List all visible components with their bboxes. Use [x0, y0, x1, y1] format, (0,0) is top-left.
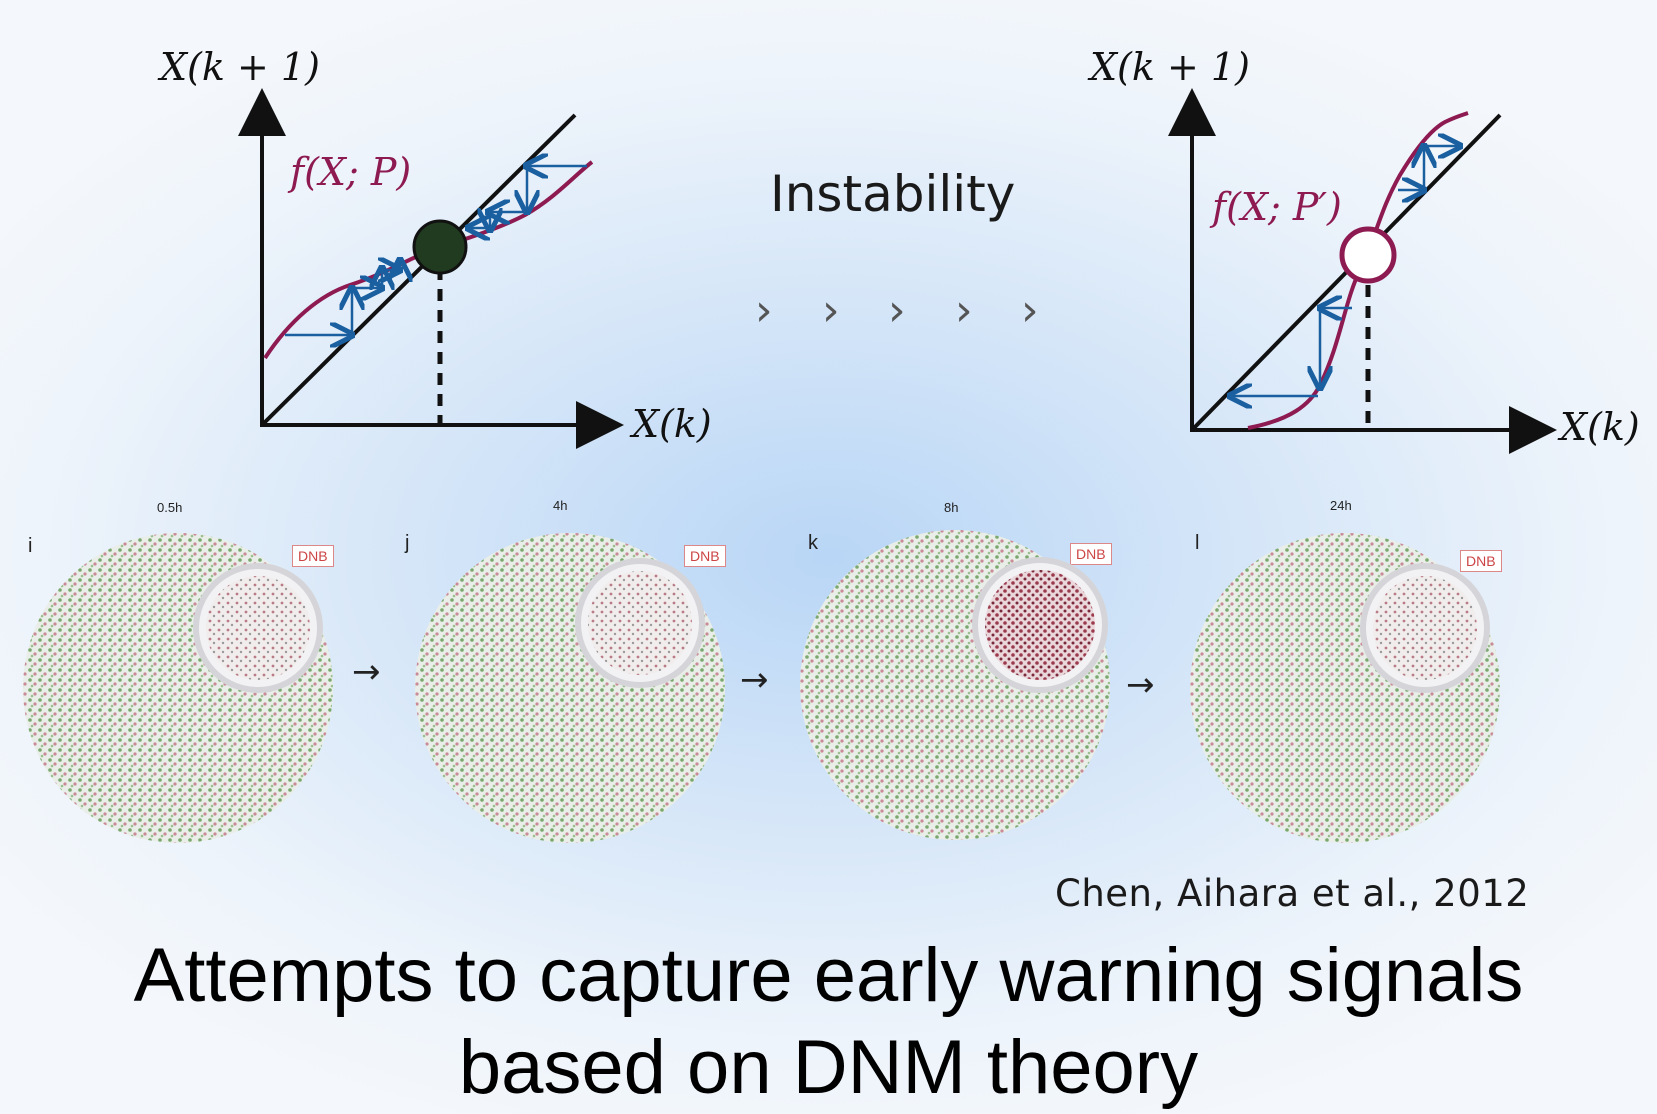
instability-label: Instability: [770, 165, 1016, 223]
identity-line: [260, 113, 577, 427]
network-panel-l: [1190, 533, 1500, 843]
left-function-label: f(X; P): [290, 150, 412, 194]
panel-time-k: 8h: [944, 500, 959, 515]
right-y-axis-label: X(k + 1): [1090, 45, 1250, 89]
network-panel-k: [800, 530, 1110, 840]
network-panel-j: [415, 533, 725, 843]
chevron-5: ›: [1021, 285, 1039, 336]
cobweb-arrows: [285, 166, 587, 335]
dnb-tag-i: DNB: [292, 545, 334, 567]
right-x-axis-label: X(k): [1560, 405, 1640, 449]
dnb-tag-l: DNB: [1460, 550, 1502, 572]
headline-line-1: Attempts to capture early warning signal…: [133, 933, 1524, 1018]
panel-time-l: 24h: [1330, 498, 1352, 513]
left-y-axis-label: X(k + 1): [160, 45, 320, 89]
unstable-fixed-point: [1339, 226, 1397, 284]
chevron-4: ›: [955, 285, 973, 336]
between-arrow-1: →: [352, 652, 381, 692]
panel-letter-k: k: [808, 532, 818, 554]
stable-fixed-point: [412, 219, 468, 275]
chevron-3: ›: [888, 285, 906, 336]
chevron-2: ›: [822, 285, 840, 336]
citation: Chen, Aihara et al., 2012: [1055, 872, 1530, 915]
panel-letter-l: l: [1195, 532, 1200, 554]
cobweb-arrows: [1232, 146, 1458, 396]
panel-time-j: 4h: [553, 498, 568, 513]
dnb-tag-j: DNB: [684, 545, 726, 567]
panel-time-i: 0.5h: [157, 500, 183, 515]
right-function-label: f(X; P′): [1212, 185, 1342, 229]
left-x-axis-label: X(k): [632, 402, 712, 446]
dnb-tag-k: DNB: [1070, 543, 1112, 565]
chevron-1: ›: [755, 285, 773, 336]
headline: Attempts to capture early warning signal…: [0, 930, 1657, 1114]
network-panel-i: [23, 533, 333, 843]
panel-letter-i: i: [28, 535, 33, 557]
panel-letter-j: j: [405, 532, 410, 554]
unstable-map-plot: [1168, 88, 1557, 454]
stable-map-plot: [238, 88, 624, 449]
between-arrow-3: →: [1126, 665, 1155, 705]
headline-line-2: based on DNM theory: [458, 1025, 1199, 1110]
between-arrow-2: →: [740, 660, 769, 700]
